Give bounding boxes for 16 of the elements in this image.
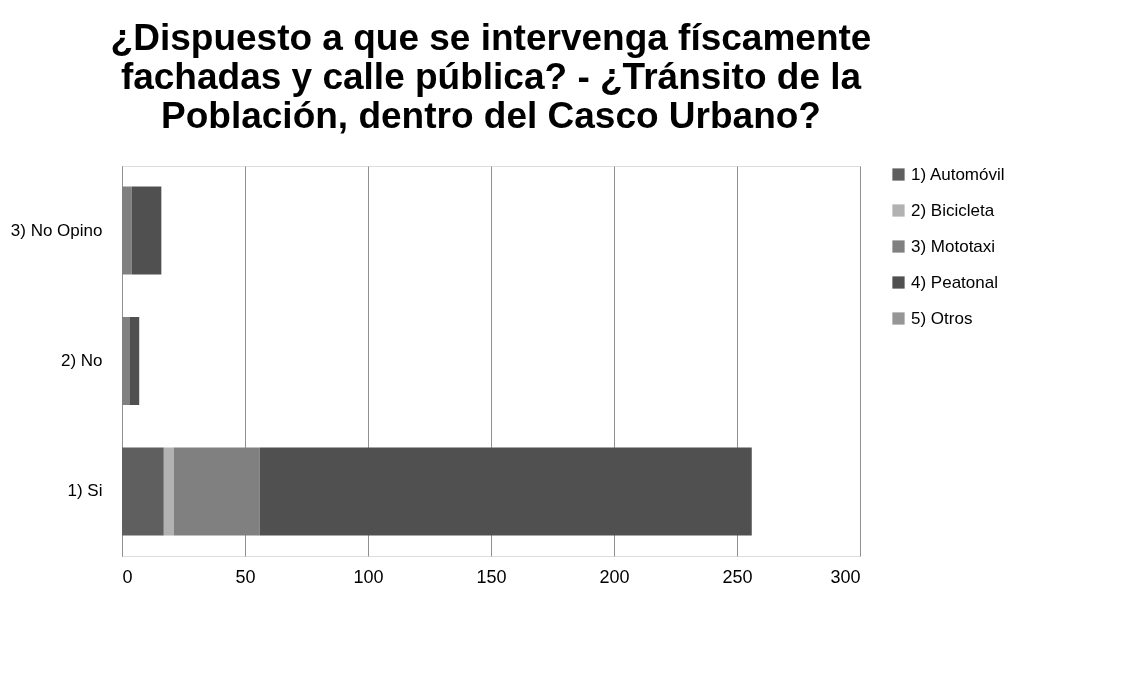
x-tick-label: 250	[722, 566, 753, 587]
legend-label: 4) Peatonal	[911, 272, 998, 292]
x-tick-label: 0	[122, 566, 133, 587]
y-tick-label: 1) Si	[67, 481, 103, 501]
legend-label: 5) Otros	[911, 308, 973, 328]
x-tick-label: 50	[235, 566, 256, 587]
legend-label: 3) Mototaxi	[911, 236, 996, 256]
x-tick-label: 300	[830, 566, 861, 587]
y-tick-label: 2) No	[60, 351, 103, 370]
x-tick-label: 150	[476, 566, 507, 587]
x-tick-label: 100	[353, 566, 384, 587]
x-tick-label: 200	[599, 566, 630, 587]
legend-label: 2) Bicicleta	[911, 200, 995, 220]
legend-label: 1) Automóvil	[911, 164, 1005, 184]
y-tick-label: 3) No Opino	[10, 220, 103, 240]
chart-title: ¿Dispuesto a que se intervenga físcamente fachadas y calle pública? - ¿Tránsito de la Población, dentro del Casco Urbano?	[110, 17, 872, 136]
